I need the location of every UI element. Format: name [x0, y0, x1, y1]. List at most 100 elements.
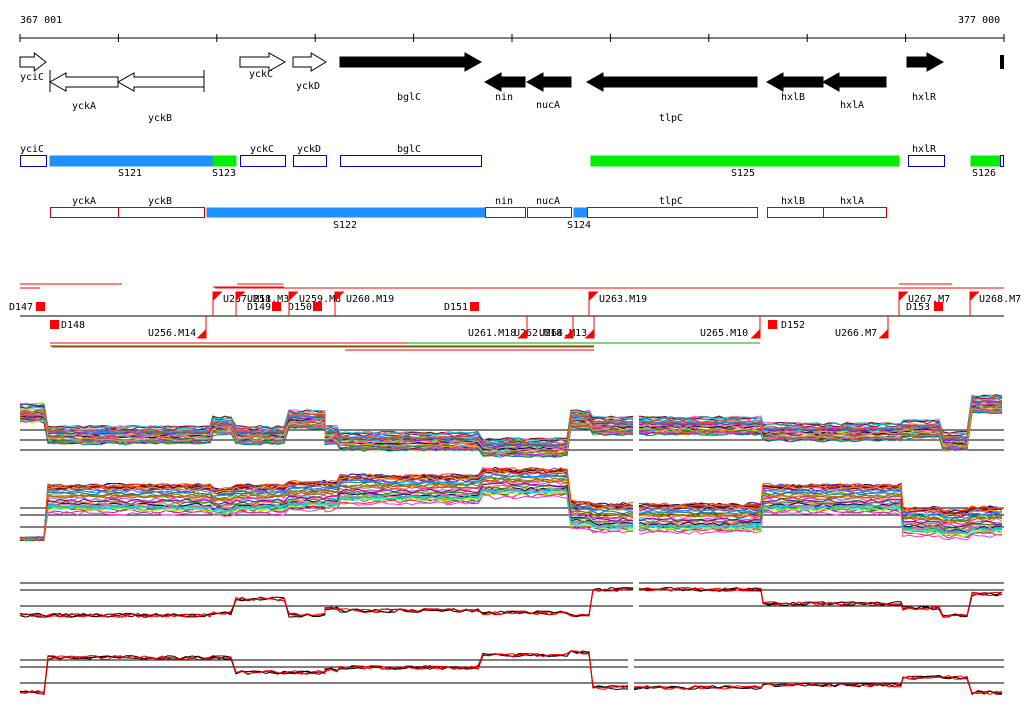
minus-box-label-yckA: yckA [72, 196, 96, 207]
upshift-label-U262: U262.M18 [514, 328, 562, 339]
gene-arrow-yckA [48, 72, 119, 92]
upshift-flag-head [564, 329, 573, 338]
plus-box-hxlR [908, 155, 945, 167]
upshift-flag-head [899, 292, 908, 301]
minus-box-label-nucA: nucA [536, 196, 560, 207]
upshift-flag-head [236, 292, 245, 301]
segment-S124 [573, 207, 588, 218]
expression-curve [19, 488, 1003, 541]
segment-label-S125: S125 [731, 168, 755, 179]
gene-arrow-yckB [116, 72, 205, 92]
upshift-label-U266: U266.M7 [835, 328, 877, 339]
minus-box-label-hxlA: hxlA [840, 196, 864, 207]
segment-label-S124: S124 [567, 220, 591, 231]
minus-box-tlpC [587, 207, 758, 218]
gene-arrow-nin [483, 72, 526, 92]
ruler-start-label: 367 001 [20, 15, 62, 26]
gene-label-yciC: yciC [20, 72, 44, 83]
minus-box-nucA [527, 207, 572, 218]
minus-box-hxlA [823, 207, 887, 218]
shift-track: U257.M11 U258.M3 U259.M8 U260.M19 U263.M… [9, 283, 1021, 351]
gene-arrow-yckD [292, 52, 327, 72]
expression-curve [19, 650, 1003, 696]
plus-box-label-bglC: bglC [397, 144, 421, 155]
gene-label-nucA: nucA [536, 100, 560, 111]
gene-arrow-hxlA [821, 72, 887, 92]
gene-label-hxlB: hxlB [781, 92, 805, 103]
downshift-label-D149: D149 [247, 302, 271, 313]
plus-box-yciC [20, 155, 47, 167]
upshift-flag-head [197, 329, 206, 338]
upshift-flag-head [751, 329, 760, 338]
gene-arrow-yckC [239, 52, 287, 72]
expression-profile-panels [19, 390, 1004, 703]
expression-curve [20, 397, 1003, 445]
segment-label-S122: S122 [333, 220, 357, 231]
plus-box-label-yckD: yckD [297, 144, 321, 155]
downshift-marker [272, 302, 281, 311]
gene-label-bglC: bglC [397, 92, 421, 103]
downshift-label-D150: D150 [288, 302, 312, 313]
plus-box-label-yckC: yckC [250, 144, 274, 155]
data-gap [633, 565, 639, 628]
plus-box-label-yciC: yciC [20, 144, 44, 155]
gene-arrow-hxlR [906, 52, 945, 72]
expression-curve [19, 484, 1003, 542]
segment-S125 [590, 155, 900, 167]
segment-label-S121: S121 [118, 168, 142, 179]
gene-arrow-bglC [339, 52, 483, 72]
upshift-label-U259: U259.M8 [299, 294, 341, 305]
gene-arrow-partial [1000, 55, 1004, 69]
expression-curve [19, 403, 1003, 451]
minus-box-label-nin: nin [495, 196, 513, 207]
plus-box-yckC [240, 155, 286, 167]
expression-curve [19, 494, 1003, 542]
downshift-marker [470, 302, 479, 311]
minus-box-nin [485, 207, 526, 218]
ruler-end-label: 377 000 [958, 15, 1000, 26]
gene-label-yckC: yckC [249, 69, 273, 80]
expression-curve [19, 411, 1003, 458]
downshift-marker [768, 320, 777, 329]
downshift-marker [934, 302, 943, 311]
expression-curve [19, 482, 1003, 539]
segment-S121 [49, 155, 213, 167]
upshift-flag-head [213, 292, 222, 301]
downshift-label-D148: D148 [61, 320, 85, 331]
gene-label-yckB: yckB [148, 113, 172, 124]
plus-strand-track: yciC yckC yckD bglC hxlR S121 S123 S125 … [20, 144, 1004, 179]
upshift-label-U261: U261.M18 [468, 328, 516, 339]
downshift-label-D153: D153 [906, 302, 930, 313]
downshift-marker [50, 320, 59, 329]
minus-box-yckB [118, 207, 205, 218]
minus-box-label-yckB: yckB [148, 196, 172, 207]
upshift-label-U268: U268.M7 [979, 294, 1021, 305]
gene-label-hxlR: hxlR [912, 92, 937, 103]
data-gap [628, 637, 634, 703]
gene-arrow-nucA [525, 72, 572, 92]
expression-curve [19, 491, 1003, 541]
upshift-flag-head [970, 292, 979, 301]
segment-S123 [212, 155, 237, 167]
plus-box-label-hxlR: hxlR [912, 144, 937, 155]
gene-label-yckA: yckA [72, 101, 96, 112]
expression-curve [19, 409, 1003, 457]
gene-label-tlpC: tlpC [659, 113, 683, 124]
upshift-flag-head [879, 329, 888, 338]
segment-label-S126: S126 [972, 168, 996, 179]
data-gap [633, 470, 639, 550]
expression-curve [19, 466, 1003, 542]
expression-curve [19, 477, 1003, 541]
downshift-marker [36, 302, 45, 311]
upshift-flag-head [589, 292, 598, 301]
gene-label-hxlA: hxlA [840, 100, 864, 111]
upshift-label-U264: U264.M13 [539, 328, 587, 339]
gene-arrow-tlpC [585, 72, 758, 92]
upshift-label-U265: U265.M10 [700, 328, 748, 339]
minus-box-hxlB [767, 207, 824, 218]
expression-curve [19, 400, 1003, 447]
gene-arrow-hxlB [765, 72, 824, 92]
segment-S126 [970, 155, 1001, 167]
expression-curve [19, 587, 1003, 618]
minus-strand-track: yckA yckB nin nucA tlpC hxlB hxlA S122 S… [50, 196, 887, 231]
